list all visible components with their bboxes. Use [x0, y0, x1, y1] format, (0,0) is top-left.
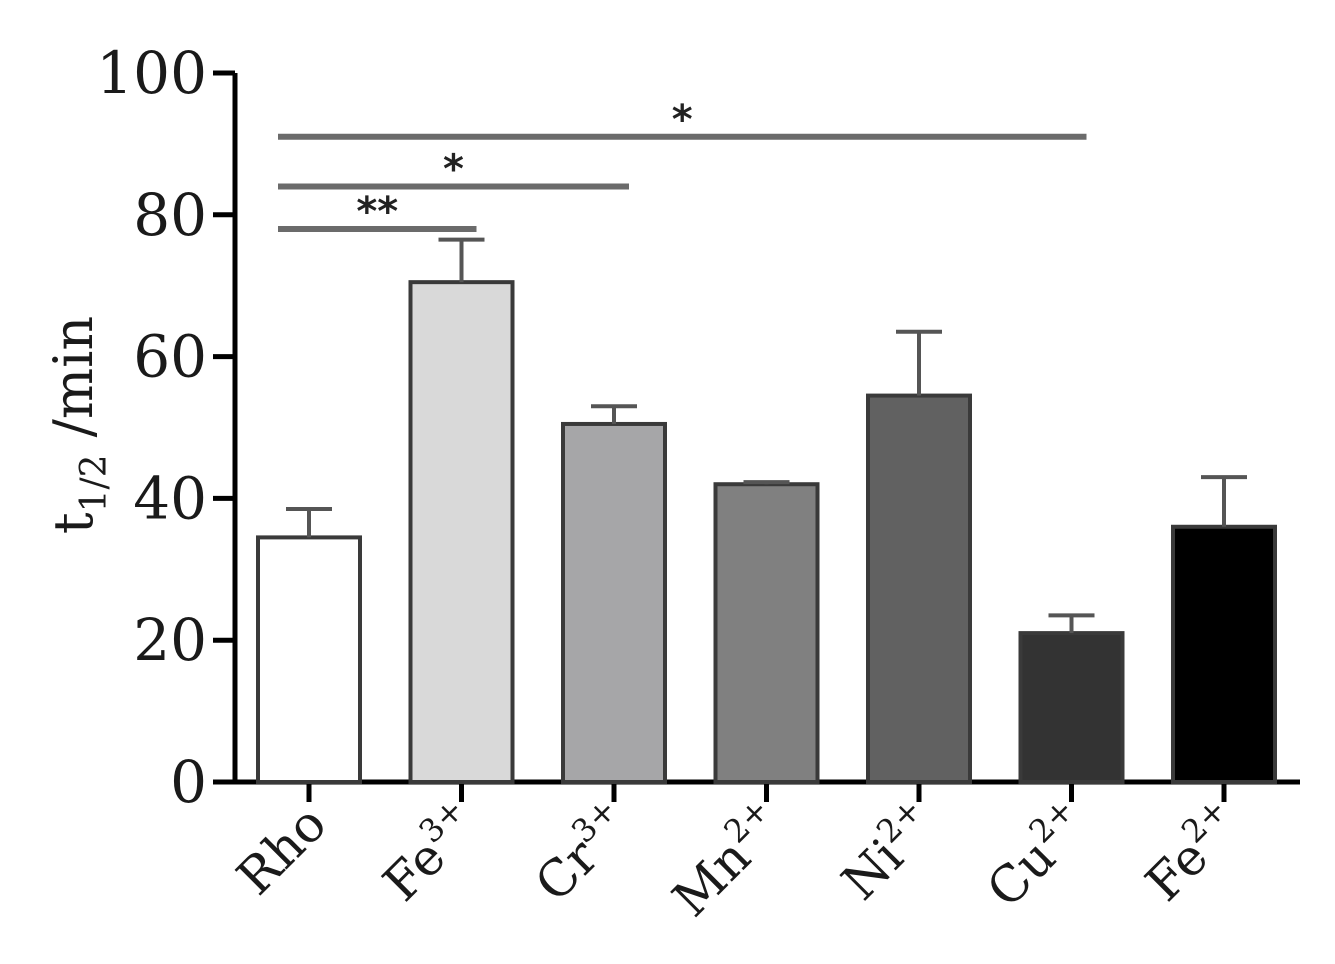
- bar: [1171, 524, 1277, 785]
- y-tick-label: 20: [133, 606, 207, 674]
- bars-group: [256, 237, 1277, 785]
- x-tick-label: Mn2+: [657, 790, 795, 928]
- y-tick-label: 80: [133, 181, 207, 249]
- y-axis-label-main: t: [42, 512, 105, 534]
- x-tick-label: Cr3+: [520, 790, 643, 913]
- significance-label: *: [672, 97, 693, 143]
- bar: [256, 535, 362, 785]
- significance-label: *: [443, 146, 464, 192]
- bar: [866, 393, 972, 784]
- bar: [408, 280, 515, 784]
- y-axis-label: t1/2 /min: [42, 316, 115, 534]
- bar: [713, 482, 820, 784]
- significance-label: **: [356, 189, 398, 235]
- y-tick-label: 100: [96, 39, 207, 107]
- x-tick-label: Ni2+: [827, 790, 948, 911]
- significance-group: ****: [278, 97, 1087, 235]
- y-axis-label-subscript: 1/2: [74, 454, 115, 512]
- x-tick-label: Fe2+: [1130, 790, 1252, 912]
- x-tick-label: Fe3+: [368, 790, 490, 912]
- x-tick-label: Rho: [226, 794, 338, 906]
- y-tick-label: 0: [170, 748, 207, 816]
- bar: [561, 421, 667, 784]
- x-tick-label: Cu2+: [972, 790, 1100, 918]
- y-tick-label: 60: [133, 323, 207, 391]
- y-tick-label: 40: [133, 464, 207, 532]
- bar: [1018, 631, 1125, 784]
- y-axis-label-unit: /min: [42, 316, 105, 455]
- x-tick-label-base: Rho: [226, 794, 338, 906]
